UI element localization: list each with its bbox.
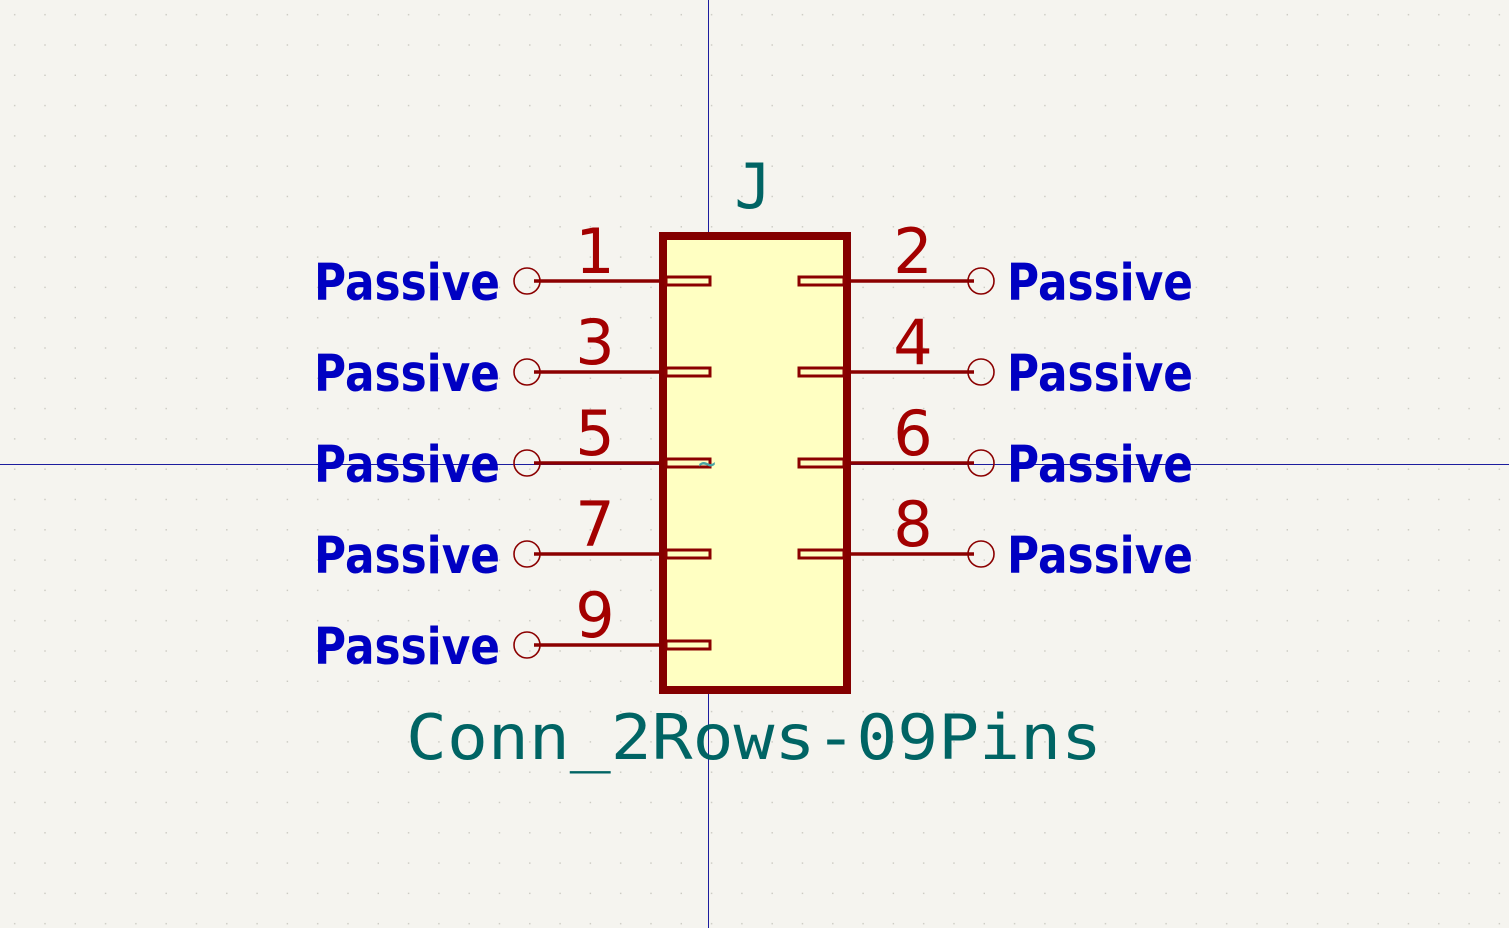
pin-number: 8	[893, 488, 932, 561]
pins-layer: 1 Passive 2 Passive 3 Passive 4 Passive 5 Passive…	[314, 215, 1193, 677]
pin-number: 3	[575, 306, 614, 379]
pin-number: 5	[575, 397, 614, 470]
anchor-marker: ~	[698, 447, 716, 482]
pin-electrical-type: Passive	[1007, 527, 1193, 586]
value-field[interactable]: Conn_2Rows-09Pins	[406, 701, 1102, 774]
pin-connection-point[interactable]	[513, 267, 541, 295]
pin-stubs-layer	[664, 275, 846, 651]
pin-8[interactable]: 8 Passive	[847, 488, 1193, 586]
pin-7[interactable]: 7 Passive	[314, 488, 663, 586]
pin-number: 9	[575, 579, 614, 652]
reference-designator[interactable]: J	[734, 150, 771, 223]
pin-connection-point[interactable]	[967, 358, 995, 386]
pin-connection-point[interactable]	[513, 449, 541, 477]
pin-number: 7	[575, 488, 614, 561]
pin-stub	[797, 275, 846, 287]
pin-stub	[797, 457, 846, 469]
pin-connection-point[interactable]	[967, 267, 995, 295]
pin-4[interactable]: 4 Passive	[847, 306, 1193, 404]
pin-stub	[797, 366, 846, 378]
pin-stub	[664, 275, 712, 287]
pin-connection-point[interactable]	[967, 540, 995, 568]
pin-stub	[664, 639, 712, 651]
pin-number: 1	[575, 215, 614, 288]
pin-stub	[664, 366, 712, 378]
pin-9[interactable]: 9 Passive	[314, 579, 663, 677]
pin-electrical-type: Passive	[1007, 345, 1193, 404]
pin-5[interactable]: 5 Passive	[314, 397, 663, 495]
pin-electrical-type: Passive	[314, 527, 500, 586]
pin-1[interactable]: 1 Passive	[314, 215, 663, 313]
pin-electrical-type: Passive	[314, 618, 500, 677]
pin-electrical-type: Passive	[1007, 436, 1193, 495]
pin-number: 4	[893, 306, 932, 379]
pin-electrical-type: Passive	[314, 345, 500, 404]
pin-connection-point[interactable]	[513, 540, 541, 568]
pin-connection-point[interactable]	[513, 358, 541, 386]
pin-number: 6	[893, 397, 932, 470]
pin-connection-point[interactable]	[513, 631, 541, 659]
pin-electrical-type: Passive	[1007, 254, 1193, 313]
pin-stub	[664, 548, 712, 560]
pin-2[interactable]: 2 Passive	[847, 215, 1193, 313]
pin-3[interactable]: 3 Passive	[314, 306, 663, 404]
pin-stub	[664, 457, 712, 469]
pin-6[interactable]: 6 Passive	[847, 397, 1193, 495]
pin-electrical-type: Passive	[314, 254, 500, 313]
pin-connection-point[interactable]	[967, 449, 995, 477]
pin-electrical-type: Passive	[314, 436, 500, 495]
pin-stub	[797, 548, 846, 560]
pin-number: 2	[893, 215, 932, 288]
symbol-body[interactable]	[659, 232, 851, 694]
